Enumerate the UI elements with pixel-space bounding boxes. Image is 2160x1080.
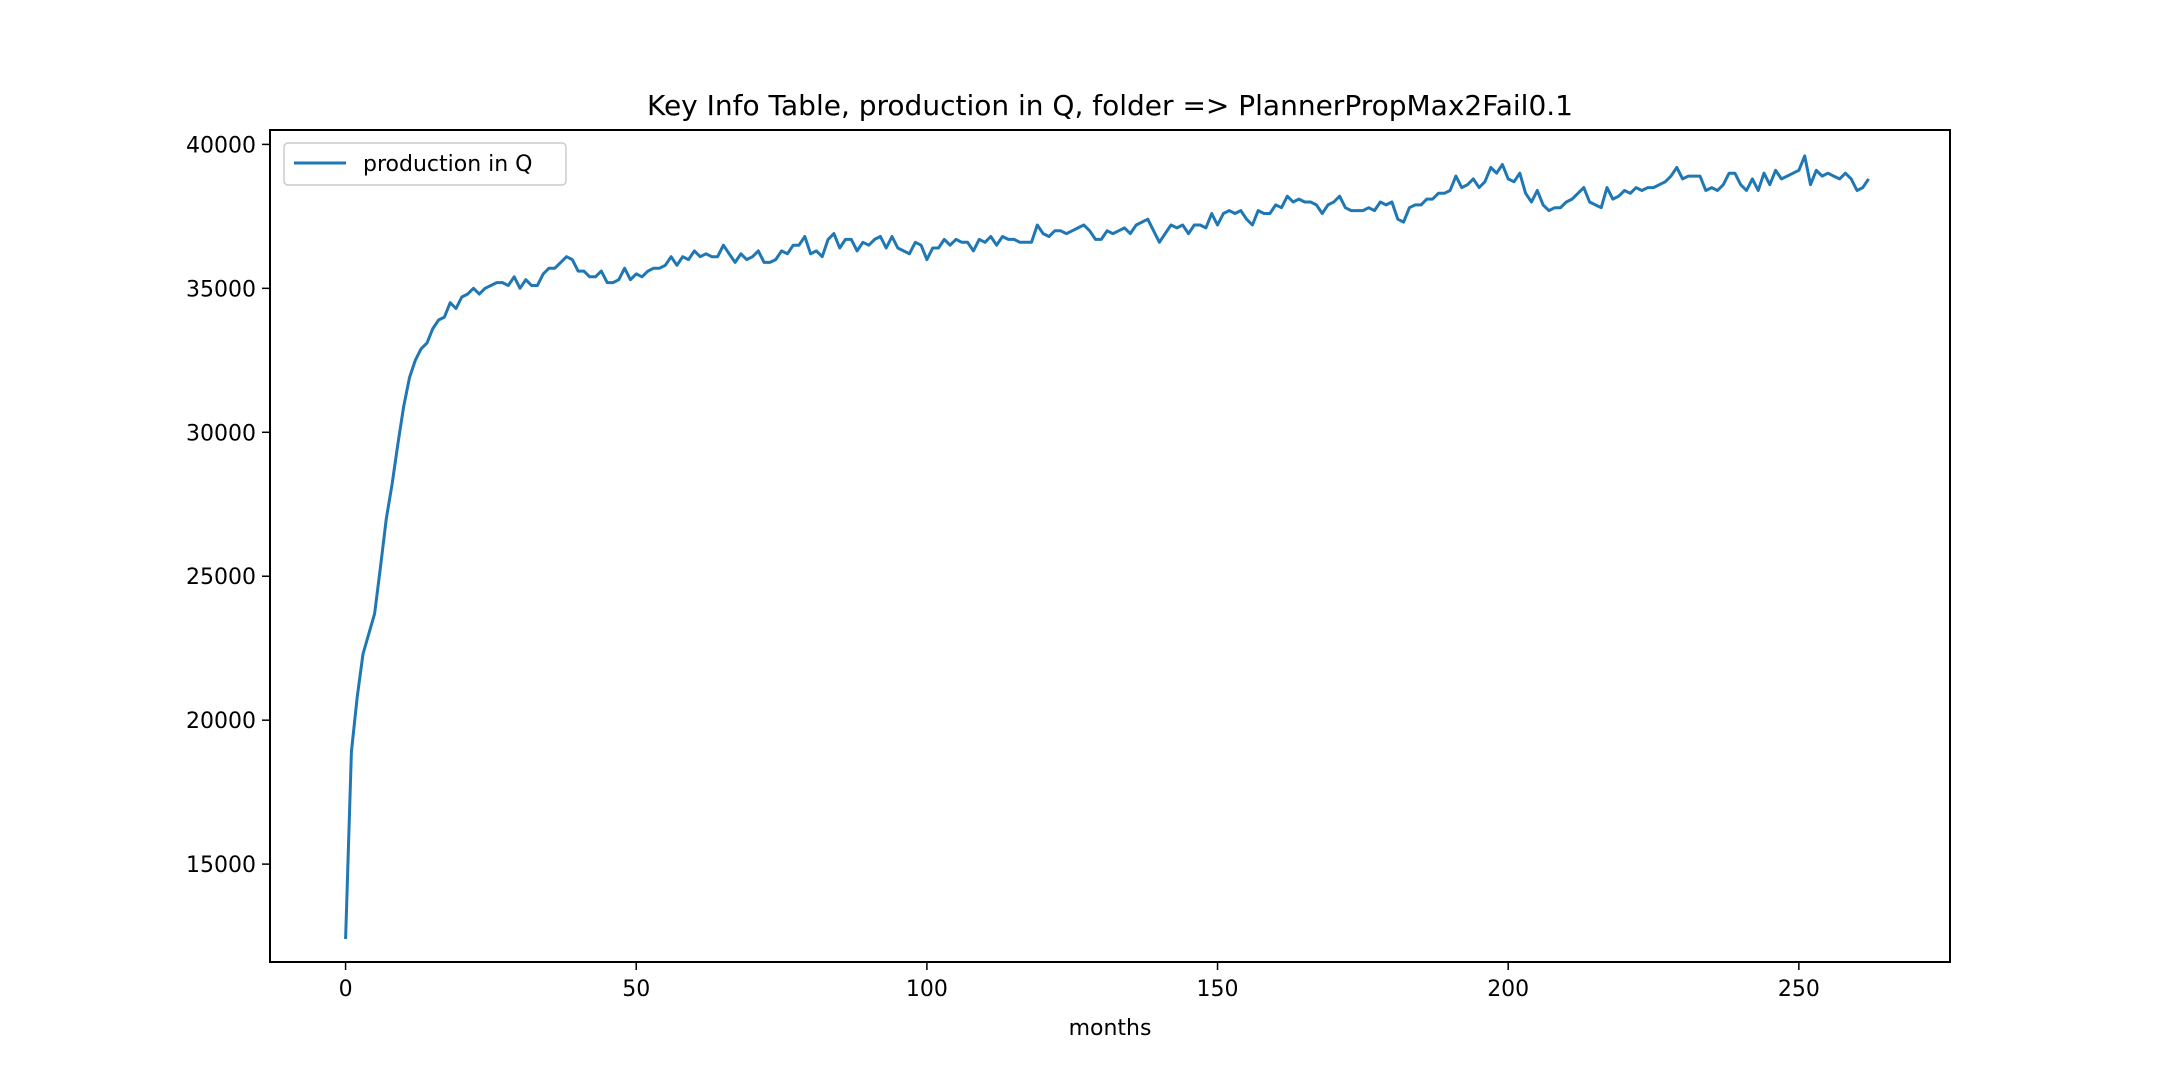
x-tick-label: 100 bbox=[906, 977, 948, 1002]
x-tick-label: 250 bbox=[1778, 977, 1820, 1002]
x-tick-label: 0 bbox=[339, 977, 353, 1002]
axes-frame bbox=[269, 129, 1951, 963]
y-tick-label: 35000 bbox=[186, 277, 256, 302]
y-tick-label: 15000 bbox=[186, 853, 256, 878]
chart-title: Key Info Table, production in Q, folder … bbox=[647, 89, 1573, 122]
x-axis: 0 50 100 150 200 250 bbox=[339, 962, 1820, 1002]
y-tick-label: 30000 bbox=[186, 421, 256, 446]
y-tick-label: 25000 bbox=[186, 565, 256, 590]
series-line-0 bbox=[344, 154, 1870, 940]
x-tick-label: 200 bbox=[1487, 977, 1529, 1002]
y-axis: 15000 20000 25000 30000 35000 40000 bbox=[186, 133, 270, 878]
x-tick-label: 150 bbox=[1197, 977, 1239, 1002]
plot-area bbox=[344, 154, 1870, 940]
y-tick-label: 40000 bbox=[186, 133, 256, 158]
x-tick-label: 50 bbox=[622, 977, 650, 1002]
y-tick-label: 20000 bbox=[186, 709, 256, 734]
legend-label: production in Q bbox=[363, 152, 533, 177]
x-axis-label: months bbox=[1069, 1016, 1152, 1041]
legend-box bbox=[283, 142, 567, 186]
legend: production in Q bbox=[283, 142, 567, 186]
